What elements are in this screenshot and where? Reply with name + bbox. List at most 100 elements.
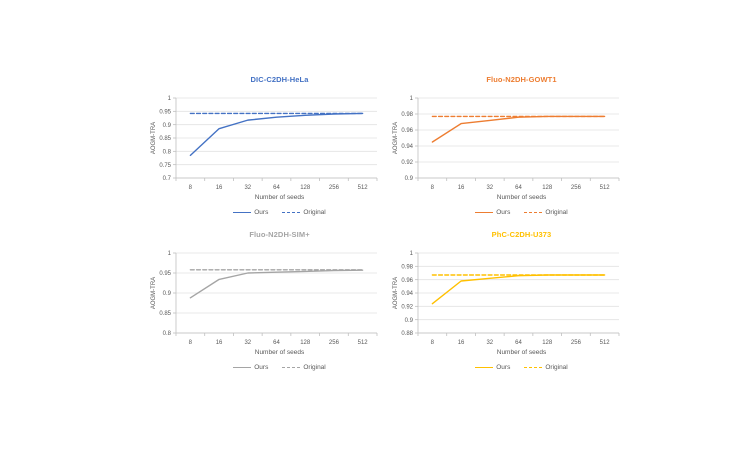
svg-text:16: 16 <box>216 340 223 346</box>
svg-text:32: 32 <box>244 340 251 346</box>
svg-text:0.9: 0.9 <box>163 123 172 129</box>
legend-label-ours: Ours <box>496 364 511 371</box>
legend-dashed-line-icon <box>282 367 301 368</box>
legend-label-original: Original <box>303 364 326 371</box>
y-axis-label: AOGM-TRA <box>393 121 399 155</box>
plot-area: 1 0.95 0.9 0.85 0.8 0.75 0.7 8 16 32 64 128 256 512 <box>159 96 378 191</box>
legend-dashed-line-icon <box>524 212 543 213</box>
svg-text:64: 64 <box>515 340 522 346</box>
svg-text:1: 1 <box>410 96 414 102</box>
legend-label-original: Original <box>545 209 568 216</box>
legend-item-ours: Ours <box>233 364 268 371</box>
legend-item-original: Original <box>524 364 568 371</box>
svg-text:256: 256 <box>329 185 340 191</box>
svg-text:0.92: 0.92 <box>401 305 413 311</box>
svg-text:256: 256 <box>571 340 582 346</box>
svg-text:64: 64 <box>515 185 522 191</box>
legend-label-original: Original <box>545 364 568 371</box>
svg-text:0.88: 0.88 <box>401 331 413 337</box>
svg-text:64: 64 <box>273 185 280 191</box>
svg-text:16: 16 <box>216 185 223 191</box>
legend-solid-line-icon <box>233 212 252 213</box>
legend-item-original: Original <box>282 209 326 216</box>
x-axis-label: Number of seeds <box>496 349 547 356</box>
svg-text:1: 1 <box>168 251 172 257</box>
svg-text:0.98: 0.98 <box>401 112 413 118</box>
y-axis-label: AOGM-TRA <box>151 121 157 155</box>
legend-dashed-line-icon <box>524 367 543 368</box>
svg-text:8: 8 <box>189 340 193 346</box>
svg-text:0.94: 0.94 <box>401 291 413 297</box>
svg-text:0.95: 0.95 <box>159 110 171 116</box>
x-axis-label: Number of seeds <box>254 194 305 201</box>
svg-text:8: 8 <box>189 185 193 191</box>
legend-dashed-line-icon <box>282 212 301 213</box>
svg-text:32: 32 <box>244 185 251 191</box>
legend-item-ours: Ours <box>475 364 510 371</box>
svg-text:512: 512 <box>600 185 611 191</box>
svg-text:32: 32 <box>486 340 493 346</box>
svg-text:0.95: 0.95 <box>159 271 171 277</box>
svg-text:0.85: 0.85 <box>159 311 171 317</box>
plot-area: 10.980.960.940.920.98 16 32 64 128 256 512 <box>401 96 620 191</box>
legend: Ours Original <box>390 364 625 371</box>
legend-solid-line-icon <box>475 367 494 368</box>
svg-text:0.9: 0.9 <box>163 291 172 297</box>
svg-text:512: 512 <box>600 340 611 346</box>
svg-text:0.8: 0.8 <box>163 331 172 337</box>
svg-text:16: 16 <box>458 185 465 191</box>
svg-text:256: 256 <box>329 340 340 346</box>
svg-text:8: 8 <box>431 340 435 346</box>
svg-text:0.9: 0.9 <box>405 176 414 182</box>
svg-text:0.96: 0.96 <box>401 278 413 284</box>
legend-item-original: Original <box>282 364 326 371</box>
svg-text:0.8: 0.8 <box>163 150 172 156</box>
legend-item-ours: Ours <box>475 209 510 216</box>
svg-text:0.9: 0.9 <box>405 318 414 324</box>
x-axis-label: Number of seeds <box>254 349 305 356</box>
legend-item-ours: Ours <box>233 209 268 216</box>
svg-text:0.85: 0.85 <box>159 136 171 142</box>
legend: Ours Original <box>148 364 383 371</box>
legend-label-ours: Ours <box>254 364 269 371</box>
y-axis-label: AOGM-TRA <box>151 276 157 310</box>
chart-fluo-n2dh-gowt1: Fluo-N2DH-GOWT1 AOGM-TRA 1 0.98 0.96 0.94 0.… <box>390 72 625 224</box>
legend: Ours Original <box>390 209 625 216</box>
svg-text:32: 32 <box>486 185 493 191</box>
chart-dic-c2dh-hela: DIC-C2DH-HeLa AOGM-TRA 1 0.95 0.9 0.85 0.8 0.… <box>148 72 383 224</box>
legend-label-ours: Ours <box>254 209 269 216</box>
svg-text:512: 512 <box>358 185 369 191</box>
legend-solid-line-icon <box>233 367 252 368</box>
svg-text:128: 128 <box>542 185 553 191</box>
svg-text:16: 16 <box>458 340 465 346</box>
chart-title: Fluo-N2DH-GOWT1 <box>486 75 557 84</box>
y-axis-label: AOGM-TRA <box>393 276 399 310</box>
svg-text:64: 64 <box>273 340 280 346</box>
chart-fluo-n2dh-sim: Fluo-N2DH-SIM+ AOGM-TRA 1 0.95 0.9 0.85 0.8 8… <box>148 227 383 379</box>
svg-text:1: 1 <box>168 96 172 102</box>
svg-text:0.96: 0.96 <box>401 128 413 134</box>
svg-text:512: 512 <box>358 340 369 346</box>
chart-phc-c2dh-u373: PhC-C2DH-U373 AOGM-TRA 1 0.98 0.96 0.94 0.92… <box>390 227 625 379</box>
svg-text:8: 8 <box>431 185 435 191</box>
svg-text:128: 128 <box>300 185 311 191</box>
svg-text:0.7: 0.7 <box>163 176 172 182</box>
svg-text:0.75: 0.75 <box>159 163 171 169</box>
svg-text:0.94: 0.94 <box>401 144 413 150</box>
chart-title: PhC-C2DH-U373 <box>491 230 552 239</box>
svg-text:128: 128 <box>542 340 553 346</box>
plot-area: 1 0.98 0.96 0.94 0.92 0.9 0.88 8 16 32 64 128 256 512 <box>401 251 620 346</box>
svg-text:0.98: 0.98 <box>401 265 413 271</box>
chart-title: Fluo-N2DH-SIM+ <box>249 230 310 239</box>
svg-text:128: 128 <box>300 340 311 346</box>
legend: Ours Original <box>148 209 383 216</box>
legend-solid-line-icon <box>475 212 494 213</box>
svg-text:256: 256 <box>571 185 582 191</box>
plot-area: 1 0.95 0.9 0.85 0.8 8 16 32 64 128 256 512 <box>159 251 378 346</box>
legend-item-original: Original <box>524 209 568 216</box>
chart-title: DIC-C2DH-HeLa <box>250 75 309 84</box>
svg-text:1: 1 <box>410 251 414 257</box>
svg-text:0.92: 0.92 <box>401 160 413 166</box>
x-axis-label: Number of seeds <box>496 194 547 201</box>
legend-label-ours: Ours <box>496 209 511 216</box>
